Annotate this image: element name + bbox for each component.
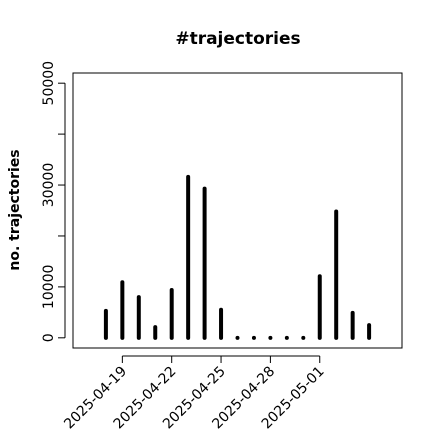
y-tick-label: 30000 (41, 163, 57, 208)
y-tick-label: 50000 (41, 61, 57, 106)
y-tick-label: 10000 (41, 265, 57, 310)
plot-box (72, 72, 403, 349)
chart-title: #trajectories (175, 29, 300, 49)
y-tick-label: 0 (41, 333, 57, 342)
y-axis-label: no. trajectories (7, 149, 23, 270)
